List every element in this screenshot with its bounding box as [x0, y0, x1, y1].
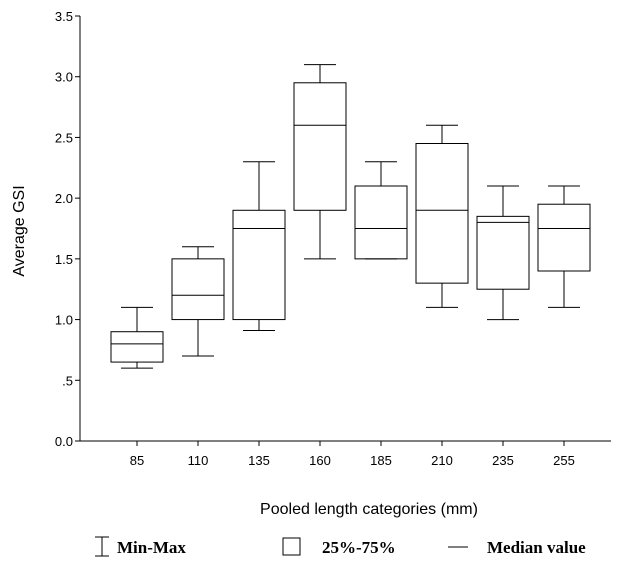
- x-tick-label: 210: [431, 453, 453, 468]
- legend-quartile-box-icon: [282, 537, 301, 556]
- quartile-box: [415, 143, 469, 284]
- box-185: [354, 161, 408, 260]
- box-110: [171, 246, 225, 357]
- box-85: [110, 306, 164, 369]
- quartile-box: [476, 215, 530, 290]
- y-tick-label: 3.5: [55, 9, 73, 24]
- x-tick-label: 235: [492, 453, 514, 468]
- box-series: [110, 64, 591, 369]
- x-tick-label: 85: [130, 453, 144, 468]
- quartile-box: [171, 258, 225, 321]
- quartile-box: [232, 209, 286, 321]
- x-axis-title: Pooled length categories (mm): [260, 501, 478, 518]
- box-235: [476, 185, 530, 321]
- box-135: [232, 161, 286, 331]
- y-tick-label: 2.5: [55, 130, 73, 145]
- y-tick-label: 1.5: [55, 252, 73, 267]
- legend-minmax-icon: [95, 536, 109, 557]
- box-160: [293, 64, 347, 260]
- legend-quartile-label: 25%-75%: [322, 538, 396, 557]
- x-tick-label: 135: [248, 453, 270, 468]
- x-tick-label: 160: [309, 453, 331, 468]
- y-tick-label: 1.0: [55, 313, 73, 328]
- quartile-box: [537, 203, 591, 272]
- x-tick-label: 255: [553, 453, 575, 468]
- y-axis-ticks: 0.0 .5 1.0 1.5 2.0 2.5 3.0 3.5: [55, 9, 80, 449]
- y-axis-title: Average GSI: [11, 185, 28, 276]
- x-tick-label: 185: [370, 453, 392, 468]
- quartile-box: [293, 82, 347, 211]
- y-tick-label: .5: [62, 373, 73, 388]
- box-210: [415, 124, 469, 308]
- legend-minmax-label: Min-Max: [117, 538, 186, 557]
- legend: Min-Max 25%-75% Median value: [95, 536, 586, 557]
- y-tick-label: 0.0: [55, 434, 73, 449]
- box-255: [537, 185, 591, 308]
- x-axis-ticks: 85 110 135 160 185 210 235 255: [130, 441, 575, 468]
- y-tick-label: 2.0: [55, 191, 73, 206]
- legend-median-label: Median value: [487, 538, 586, 557]
- quartile-box: [354, 185, 408, 260]
- y-tick-label: 3.0: [55, 70, 73, 85]
- x-tick-label: 110: [188, 453, 209, 468]
- quartile-box: [110, 331, 164, 363]
